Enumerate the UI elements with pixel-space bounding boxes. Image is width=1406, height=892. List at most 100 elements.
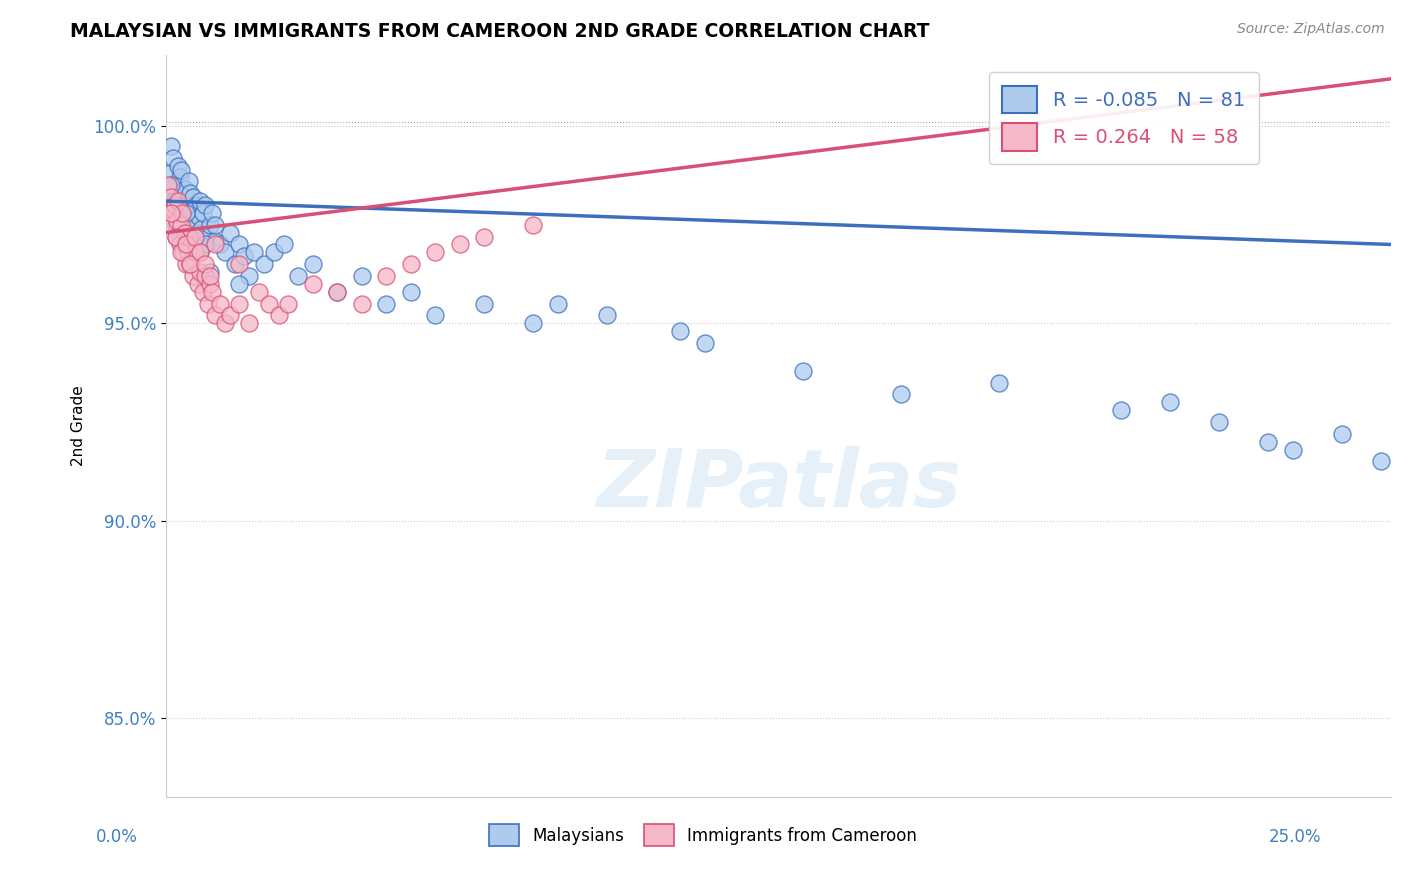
Point	[160, 218, 183, 232]
Point	[169, 237, 191, 252]
Point	[350, 268, 373, 283]
Point	[326, 285, 349, 299]
Legend: R = -0.085   N = 81, R = 0.264   N = 58: R = -0.085 N = 81, R = 0.264 N = 58	[988, 72, 1258, 164]
Point	[224, 257, 246, 271]
Point	[267, 309, 290, 323]
Point	[214, 245, 236, 260]
Point	[176, 257, 198, 271]
Point	[197, 296, 219, 310]
Point	[1257, 434, 1279, 449]
Point	[198, 268, 221, 283]
Point	[163, 178, 186, 193]
Point	[186, 198, 208, 212]
Point	[160, 198, 183, 212]
Point	[179, 257, 201, 271]
Point	[165, 190, 187, 204]
Point	[184, 245, 207, 260]
Point	[208, 237, 231, 252]
Point	[188, 245, 211, 260]
Point	[197, 229, 219, 244]
Point	[184, 218, 207, 232]
Point	[162, 151, 184, 165]
Point	[176, 226, 198, 240]
Point	[326, 285, 349, 299]
Point	[165, 218, 187, 232]
Point	[228, 277, 250, 291]
Point	[204, 309, 226, 323]
Point	[179, 257, 201, 271]
Point	[173, 226, 195, 240]
Point	[425, 245, 447, 260]
Point	[167, 159, 190, 173]
Point	[198, 265, 221, 279]
Point	[522, 218, 544, 232]
Point	[166, 214, 188, 228]
Point	[159, 190, 181, 204]
Point	[169, 245, 191, 260]
Y-axis label: 2nd Grade: 2nd Grade	[72, 385, 86, 467]
Point	[399, 257, 422, 271]
Point	[167, 194, 190, 208]
Point	[184, 229, 207, 244]
Point	[183, 206, 205, 220]
Point	[177, 202, 200, 216]
Point	[172, 214, 194, 228]
Point	[162, 206, 184, 220]
Point	[243, 245, 266, 260]
Point	[170, 206, 193, 220]
Point	[159, 166, 181, 180]
Point	[174, 237, 197, 252]
Point	[253, 257, 276, 271]
Point	[179, 186, 201, 201]
Point	[188, 245, 211, 260]
Point	[204, 237, 226, 252]
Point	[218, 226, 240, 240]
Text: 0.0%: 0.0%	[96, 828, 138, 846]
Point	[159, 206, 181, 220]
Point	[693, 336, 716, 351]
Point	[792, 364, 814, 378]
Point	[159, 178, 181, 193]
Point	[169, 237, 191, 252]
Point	[159, 139, 181, 153]
Point	[166, 218, 188, 232]
Point	[174, 198, 197, 212]
Point	[302, 257, 325, 271]
Point	[177, 245, 200, 260]
Point	[375, 268, 398, 283]
Point	[184, 229, 207, 244]
Point	[350, 296, 373, 310]
Point	[214, 317, 236, 331]
Point	[228, 237, 250, 252]
Legend: Malaysians, Immigrants from Cameroon: Malaysians, Immigrants from Cameroon	[482, 818, 924, 853]
Point	[257, 296, 280, 310]
Point	[172, 245, 194, 260]
Point	[165, 229, 187, 244]
Point	[194, 198, 217, 212]
Point	[218, 309, 240, 323]
Point	[169, 162, 191, 177]
Point	[181, 268, 204, 283]
Point	[169, 218, 191, 232]
Point	[187, 277, 209, 291]
Point	[188, 210, 211, 224]
Point	[204, 234, 226, 248]
Point	[596, 309, 619, 323]
Point	[547, 296, 569, 310]
Point	[201, 285, 224, 299]
Point	[208, 296, 231, 310]
Point	[157, 178, 180, 193]
Point	[228, 296, 250, 310]
Point	[165, 229, 187, 244]
Text: 25.0%: 25.0%	[1270, 828, 1322, 846]
Point	[188, 194, 211, 208]
Point	[173, 182, 195, 196]
Text: ZIPatlas: ZIPatlas	[596, 446, 960, 524]
Point	[263, 245, 285, 260]
Point	[174, 206, 197, 220]
Point	[188, 265, 211, 279]
Point	[169, 170, 191, 185]
Point	[201, 206, 224, 220]
Point	[233, 249, 256, 263]
Point	[669, 324, 692, 338]
